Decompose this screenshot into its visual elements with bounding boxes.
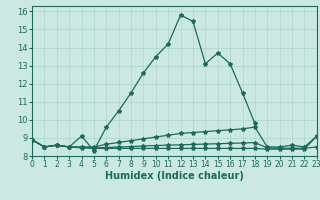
X-axis label: Humidex (Indice chaleur): Humidex (Indice chaleur) xyxy=(105,171,244,181)
